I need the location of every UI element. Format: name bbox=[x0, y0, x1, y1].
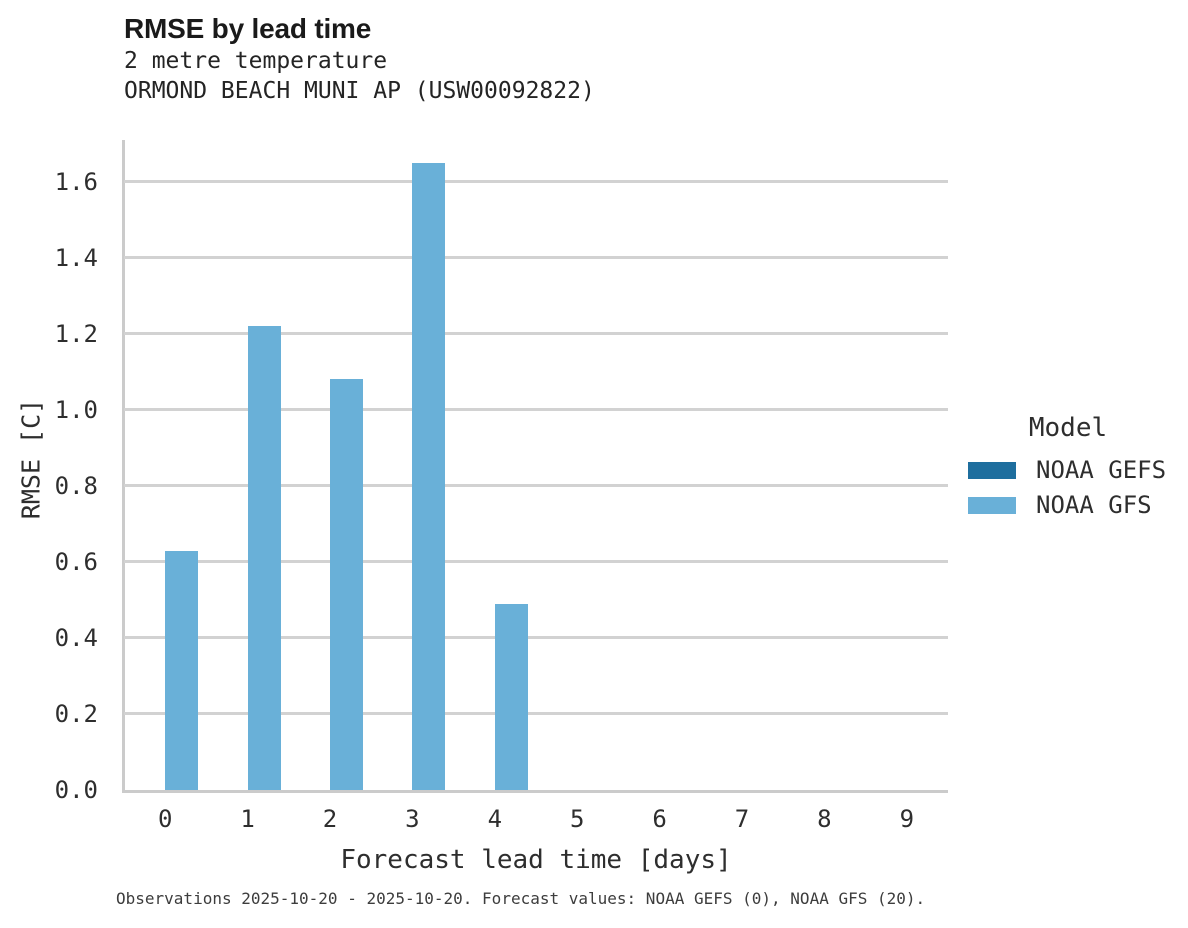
gridline bbox=[124, 484, 948, 488]
x-tick-label: 3 bbox=[405, 805, 420, 833]
chart-header: RMSE by lead time 2 metre temperature OR… bbox=[124, 12, 595, 106]
x-tick-label: 4 bbox=[487, 805, 503, 833]
legend-items: NOAA GEFS NOAA GFS bbox=[968, 455, 1168, 520]
gridline bbox=[124, 256, 948, 260]
chart-title: RMSE by lead time bbox=[124, 13, 372, 44]
y-tick-label: 0.2 bbox=[54, 699, 98, 728]
y-tick-label: 1.2 bbox=[54, 319, 98, 348]
y-axis-line bbox=[122, 140, 125, 793]
y-tick-label: 1.0 bbox=[54, 395, 98, 424]
gridline bbox=[124, 408, 948, 412]
x-axis-line bbox=[122, 790, 948, 793]
x-tick-label: 6 bbox=[652, 805, 667, 833]
caption-text: Observations 2025-10-20 - 2025-10-20. Fo… bbox=[116, 889, 926, 908]
x-tick-label: 7 bbox=[734, 805, 750, 833]
gridline bbox=[124, 636, 948, 640]
y-tick-label: 0.8 bbox=[54, 471, 98, 500]
x-tick-label: 0 bbox=[157, 805, 173, 833]
legend-item-label: NOAA GFS bbox=[1036, 491, 1152, 519]
legend-item-label: NOAA GEFS bbox=[1036, 456, 1167, 484]
x-tick-label: 9 bbox=[899, 805, 915, 833]
legend-swatch-icon bbox=[968, 461, 1016, 479]
legend-item: NOAA GEFS bbox=[968, 455, 1168, 485]
y-tick-label: 0.0 bbox=[54, 776, 98, 804]
y-tick-label: 0.6 bbox=[54, 547, 98, 576]
y-tick-label: 1.4 bbox=[54, 243, 98, 272]
legend-title: Model bbox=[1028, 413, 1108, 443]
x-tick-label: 2 bbox=[322, 805, 338, 833]
x-tick-label: 1 bbox=[240, 805, 255, 833]
legend-swatch-icon bbox=[968, 496, 1016, 514]
x-tick-label: 5 bbox=[569, 805, 585, 833]
bar-noaa-gfs-day-2 bbox=[330, 379, 363, 790]
bar-noaa-gfs-day-0 bbox=[165, 550, 199, 790]
x-tick-label: 8 bbox=[817, 805, 832, 833]
chart-subtitle-station: ORMOND BEACH MUNI AP (USW00092822) bbox=[124, 78, 595, 104]
y-tick-label: 1.6 bbox=[54, 167, 98, 196]
legend: Model NOAA GEFS NOAA GFS bbox=[968, 412, 1168, 525]
bar-noaa-gfs-day-3 bbox=[412, 162, 446, 790]
gridline bbox=[124, 332, 948, 336]
legend-item: NOAA GFS bbox=[968, 490, 1168, 520]
x-axis-label: Forecast lead time [days] bbox=[340, 845, 732, 875]
chart-subtitle-variable: 2 metre temperature bbox=[124, 48, 388, 74]
gridline bbox=[124, 560, 948, 564]
gridline bbox=[124, 180, 948, 184]
bar-noaa-gfs-day-4 bbox=[494, 603, 528, 790]
bar-noaa-gfs-day-1 bbox=[247, 326, 281, 790]
gridline bbox=[124, 712, 948, 716]
y-tick-label: 0.4 bbox=[54, 623, 98, 652]
